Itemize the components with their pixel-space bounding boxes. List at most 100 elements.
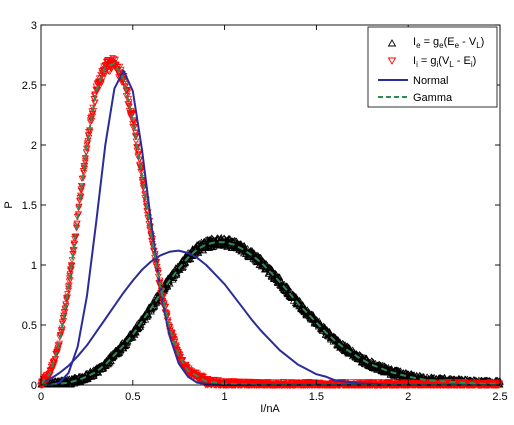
x-tick-label: 1.5: [309, 391, 324, 403]
data-point: [95, 369, 103, 376]
series-line-gamma-5: [40, 62, 500, 386]
data-point: [321, 323, 329, 331]
data-point: [130, 120, 138, 127]
data-point: [91, 92, 99, 99]
data-point: [117, 66, 125, 73]
data-point: [109, 55, 116, 62]
data-point: [128, 109, 136, 116]
data-point: [273, 271, 280, 278]
data-point: [121, 83, 129, 90]
x-tick-label: 0: [38, 391, 44, 403]
data-point: [110, 56, 118, 63]
data-point: [369, 357, 376, 364]
data-point: [76, 192, 84, 199]
data-point: [108, 358, 115, 365]
legend-label-gamma: Gamma: [413, 92, 453, 104]
legend-excitatory-part-2: e: [416, 41, 421, 50]
data-point: [264, 263, 272, 270]
legend-label-normal: Normal: [413, 75, 448, 87]
data-point: [141, 191, 149, 198]
data-point: [58, 329, 66, 336]
data-point: [125, 99, 133, 106]
data-point: [285, 284, 292, 291]
data-point: [137, 323, 145, 330]
data-point: [135, 149, 143, 156]
y-tick-label: 2.5: [22, 80, 37, 92]
data-point: [177, 353, 185, 361]
y-tick-label: 3: [31, 20, 37, 32]
data-point: [166, 280, 174, 287]
legend-inhibitory-part-7: - E: [454, 55, 471, 67]
axes-layer: 0 0.5 1 1.5 2 2.5 0 0.5 1 1.5 2 2.5 3: [22, 20, 508, 403]
data-point: [116, 63, 124, 70]
legend-inhibitory-part-4: i: [437, 60, 439, 69]
y-tick-label: 2: [31, 140, 37, 152]
legend-label-excitatory: Ie = ge(Ee - VL): [413, 36, 484, 50]
legend-label-inhibitory: Ii = gi(VL - Ei): [413, 55, 476, 69]
data-point: [187, 256, 195, 263]
x-tick-label: 0.5: [125, 391, 140, 403]
legend-excitatory-part-8: L: [476, 41, 481, 50]
data-point: [124, 92, 131, 99]
y-tick-label: 0.5: [22, 320, 37, 332]
x-tick-label: 2.5: [492, 391, 507, 403]
data-point: [78, 182, 86, 190]
data-point: [173, 271, 181, 278]
data-point: [201, 237, 208, 244]
series-line-gamma-4: [41, 241, 500, 386]
data-point: [120, 75, 127, 82]
data-point: [202, 244, 210, 251]
legend-inhibitory-part-3: = g: [418, 55, 437, 67]
data-point: [134, 152, 142, 159]
data-point: [138, 169, 146, 176]
legend-inhibitory-part-2: i: [416, 60, 418, 69]
data-point: [97, 80, 105, 87]
legend-excitatory-part-1: I: [413, 36, 416, 48]
legend-marker-excitatory: [387, 39, 397, 47]
data-point: [198, 372, 205, 379]
data-point: [89, 110, 97, 117]
legend-inhibitory-part-8: i: [471, 60, 473, 69]
data-point: [130, 118, 137, 125]
data-point: [248, 248, 256, 255]
y-tick-label: 1: [31, 260, 37, 272]
data-point: [84, 140, 92, 147]
data-point: [132, 130, 140, 137]
legend-inhibitory-part-1: I: [413, 55, 416, 67]
data-point: [73, 220, 81, 227]
data-point: [268, 266, 276, 273]
data-point: [106, 359, 114, 366]
data-point: [299, 300, 307, 308]
x-tick-label: 1: [222, 391, 228, 403]
legend-excitatory-part-3: = g: [421, 36, 440, 48]
y-tick-label: 1.5: [22, 200, 37, 212]
data-point: [151, 300, 159, 307]
legend-marker-inhibitory: [387, 57, 397, 65]
data-point: [101, 71, 109, 78]
legend-excitatory-part-5: (E: [444, 36, 455, 48]
legend-excitatory-part-6: e: [455, 41, 460, 50]
legend-box: [367, 26, 498, 108]
legend: Ie = ge(Ee - VL) Ii = gi(VL - Ei) Normal…: [367, 26, 498, 108]
data-point: [61, 309, 69, 316]
y-axis-label: P: [3, 201, 15, 208]
data-point: [326, 328, 333, 335]
y-tick-label: 0: [31, 380, 37, 392]
data-point: [148, 308, 155, 315]
legend-inhibitory-part-5: (V: [438, 55, 450, 67]
data-point: [121, 81, 129, 88]
data-point: [335, 339, 343, 346]
series-line-normal-2: [40, 249, 500, 386]
data-point: [124, 89, 132, 96]
data-point: [164, 283, 172, 290]
data-point: [140, 316, 147, 323]
legend-excitatory-part-4: e: [439, 41, 444, 50]
data-point: [112, 56, 120, 63]
data-point: [105, 68, 112, 75]
legend-excitatory-part-7: - V: [459, 36, 477, 48]
legend-inhibitory-part-6: L: [449, 60, 454, 69]
legend-excitatory-part-9: ): [481, 36, 485, 48]
legend-inhibitory-part-9: ): [473, 55, 477, 67]
